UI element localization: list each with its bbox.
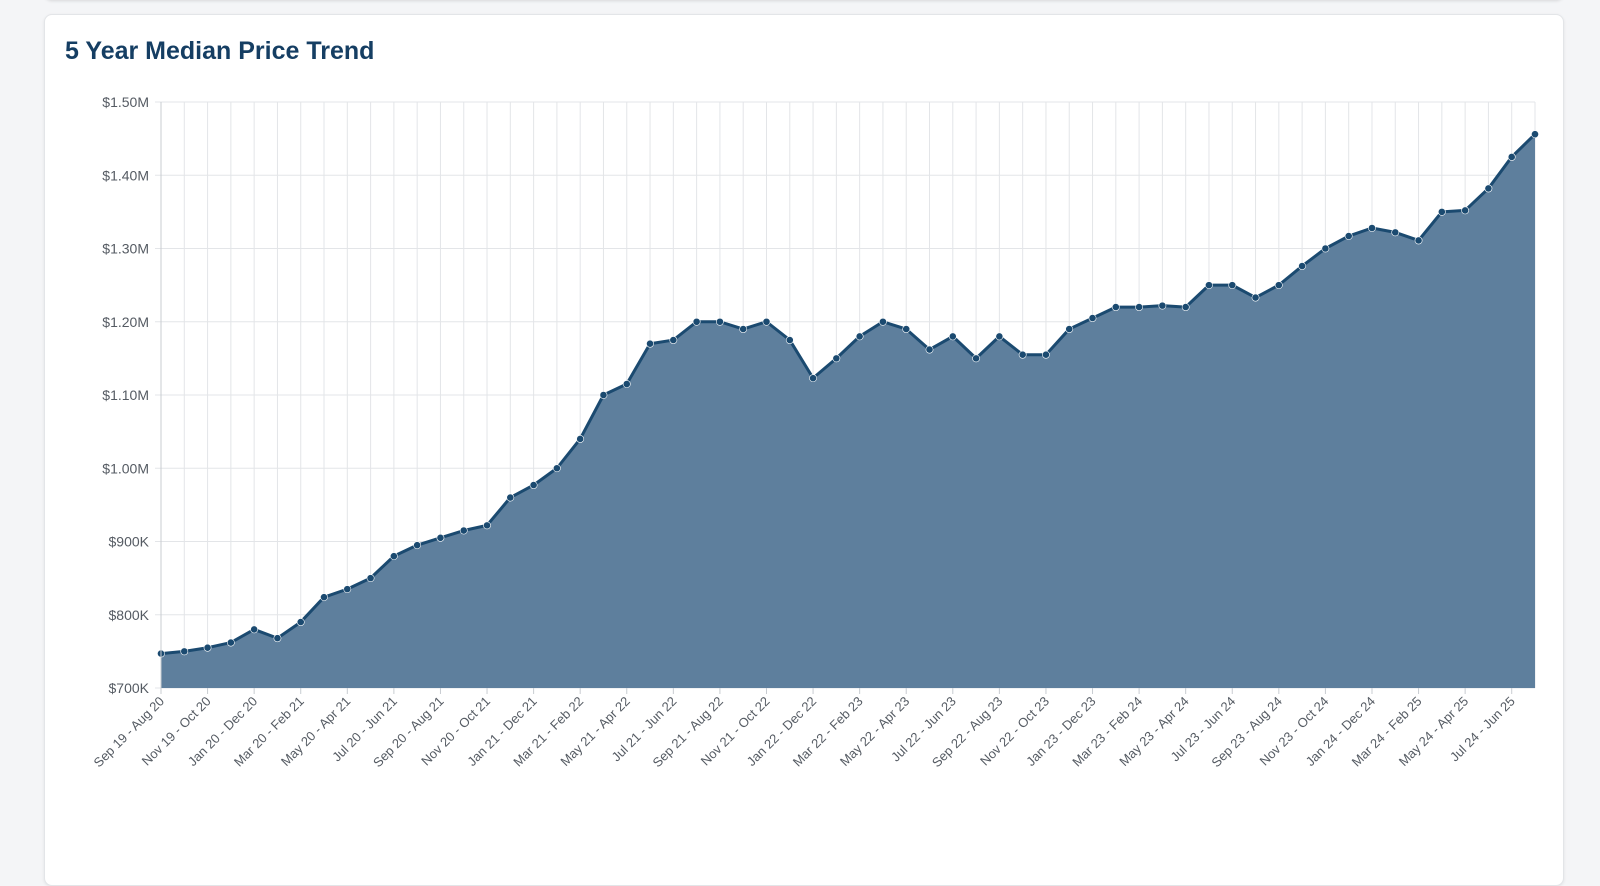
y-tick-label: $1.20M xyxy=(102,314,149,330)
data-point xyxy=(1111,303,1120,311)
data-point xyxy=(529,481,538,489)
data-point xyxy=(226,638,235,647)
data-point xyxy=(180,647,189,656)
area-layer xyxy=(159,132,1537,689)
data-point xyxy=(1298,262,1307,270)
y-tick-label: $1.10M xyxy=(102,387,149,403)
data-point xyxy=(739,325,748,333)
data-point xyxy=(809,374,817,383)
data-point xyxy=(622,380,631,388)
data-point xyxy=(483,521,491,530)
card-title: 5 Year Median Price Trend xyxy=(65,37,375,65)
data-point xyxy=(413,541,422,550)
points-layer xyxy=(157,130,1539,658)
data-point xyxy=(1065,325,1074,333)
data-point xyxy=(1368,224,1376,232)
data-point xyxy=(716,317,724,326)
data-point xyxy=(1274,281,1283,290)
data-point xyxy=(1321,244,1330,253)
median-price-trend-card: 5 Year Median Price Trend $700K $800K $900… xyxy=(44,14,1564,886)
data-point xyxy=(1158,301,1167,310)
data-point xyxy=(459,526,468,535)
data-point xyxy=(506,493,515,502)
y-tick-label: $1.40M xyxy=(102,167,149,183)
data-point xyxy=(1135,303,1144,311)
data-point xyxy=(692,317,701,326)
data-point xyxy=(1414,236,1423,245)
median-price-chart: $700K $800K $900K $1.00M $1.10M $1.20M $1.30M $… xyxy=(91,94,1539,770)
y-tick-label: $700K xyxy=(109,680,150,696)
data-point xyxy=(1018,350,1027,359)
data-point xyxy=(1437,207,1446,216)
data-point xyxy=(389,552,398,561)
y-tick-label: $1.00M xyxy=(102,460,149,476)
data-point xyxy=(1042,350,1050,359)
data-point xyxy=(343,585,352,594)
data-point xyxy=(1344,232,1353,240)
data-point xyxy=(273,634,282,643)
data-point xyxy=(576,435,585,443)
data-point xyxy=(1391,228,1400,237)
data-point xyxy=(832,354,841,363)
data-point xyxy=(1251,293,1260,302)
data-point xyxy=(1205,281,1213,290)
data-point xyxy=(320,593,328,602)
data-point xyxy=(762,317,771,326)
data-point xyxy=(879,317,887,326)
data-point xyxy=(436,533,445,542)
data-point xyxy=(669,336,678,344)
data-point xyxy=(902,325,911,333)
data-point xyxy=(599,391,608,399)
y-tick-label: $1.50M xyxy=(102,94,149,110)
data-point xyxy=(972,354,980,363)
data-point xyxy=(995,332,1004,341)
data-point xyxy=(250,625,259,634)
data-point xyxy=(925,345,934,354)
data-point xyxy=(203,643,212,652)
data-point xyxy=(646,339,654,348)
data-point xyxy=(296,618,305,626)
median-price-area xyxy=(161,134,1535,689)
data-point xyxy=(855,332,864,341)
data-point xyxy=(552,464,561,473)
data-point xyxy=(948,332,957,341)
data-point xyxy=(785,336,794,344)
y-tick-label: $800K xyxy=(109,607,150,623)
data-point xyxy=(1088,314,1097,322)
y-tick-label: $900K xyxy=(109,534,150,550)
y-tick-label: $1.30M xyxy=(102,241,149,257)
median-price-line xyxy=(159,132,1537,656)
data-point xyxy=(1461,206,1470,215)
data-point xyxy=(1531,130,1539,139)
data-point xyxy=(1181,303,1190,311)
data-point xyxy=(1484,184,1493,193)
y-axis: $700K $800K $900K $1.00M $1.10M $1.20M $1.30M $… xyxy=(102,94,162,696)
data-point xyxy=(1228,281,1237,290)
data-point xyxy=(1507,153,1516,161)
data-point xyxy=(366,574,375,583)
